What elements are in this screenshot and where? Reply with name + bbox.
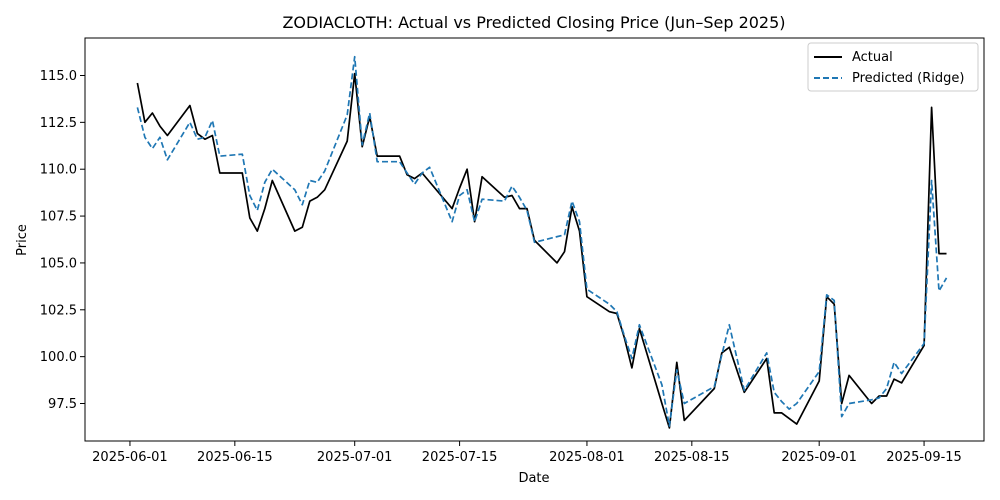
legend-label-actual: Actual (852, 50, 893, 65)
plot-frame (84, 37, 985, 442)
chart-title: ZODIACLOTH: Actual vs Predicted Closing … (282, 13, 785, 32)
y-tick-label: 107.5 (40, 210, 77, 225)
y-tick-label: 100.0 (40, 350, 77, 365)
y-tick-label: 102.5 (40, 303, 77, 318)
series-line-actual (136, 72, 947, 429)
y-tick-label: 105.0 (40, 256, 77, 271)
x-axis: 2025-06-01 2025-06-15 2025-07-01 2025-07-15… (92, 441, 962, 465)
x-tick-label: 2025-09-01 (781, 450, 857, 465)
legend-label-predicted: Predicted (Ridge) (852, 71, 964, 86)
x-tick-label: 2025-09-15 (886, 450, 962, 465)
legend: Actual Predicted (Ridge) (807, 42, 979, 92)
x-axis-label: Date (518, 471, 549, 486)
y-axis-label: Price (15, 224, 30, 256)
x-tick-label: 2025-07-01 (317, 450, 393, 465)
x-tick-label: 2025-08-15 (654, 450, 730, 465)
y-tick-label: 115.0 (40, 69, 77, 84)
x-tick-label: 2025-08-01 (549, 450, 625, 465)
x-tick-label: 2025-07-15 (422, 450, 498, 465)
x-tick-label: 2025-06-01 (92, 450, 168, 465)
y-axis: 97.5 100.0 102.5 105.0 107.5 110.0 112.5 115.0 (40, 69, 85, 412)
series-layer (136, 55, 948, 429)
x-tick-label: 2025-06-15 (197, 450, 273, 465)
y-tick-label: 97.5 (48, 397, 77, 412)
series-line-predicted (136, 55, 948, 427)
y-tick-label: 110.0 (40, 163, 77, 178)
legend-box (807, 42, 979, 92)
y-tick-label: 112.5 (40, 116, 77, 131)
